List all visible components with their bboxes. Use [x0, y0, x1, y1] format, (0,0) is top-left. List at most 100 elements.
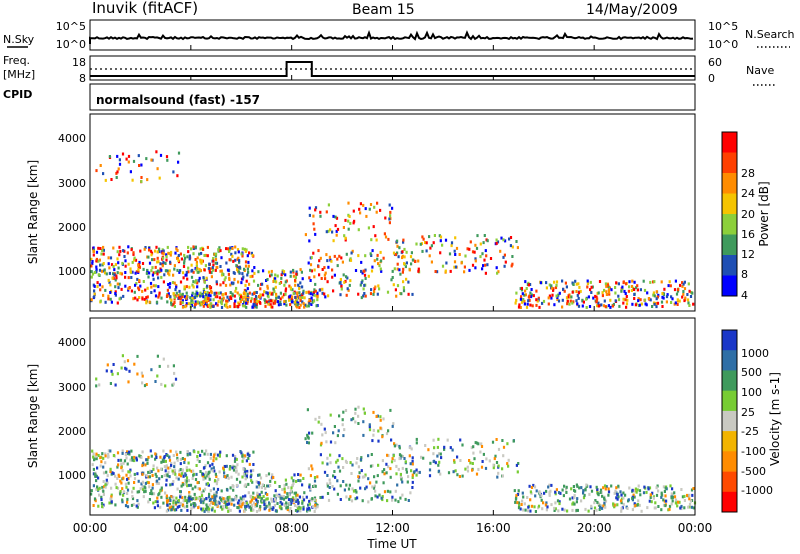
echo-cell [172, 454, 175, 457]
echo-cell [170, 301, 173, 305]
echo-cell [336, 227, 340, 231]
nsky-right-tick-bottom: 10^0 [708, 38, 738, 51]
echo-cell [272, 287, 275, 291]
echo-cell [246, 298, 249, 302]
echo-cell [363, 475, 366, 479]
velocity-cbar-tick-1000: 1000 [741, 347, 769, 360]
echo-cell [336, 492, 339, 496]
echo-cell [186, 255, 189, 259]
echo-cell [128, 450, 131, 454]
echo-cell [590, 506, 593, 510]
echo-cell [339, 281, 342, 284]
echo-cell [674, 498, 678, 502]
echo-cell [235, 457, 238, 461]
echo-cell [660, 508, 663, 512]
echo-cell [491, 440, 495, 444]
echo-cell [563, 289, 566, 293]
echo-cell [204, 264, 207, 268]
echo-cell [143, 490, 146, 494]
colorbar-swatch [722, 214, 737, 235]
echo-cell [179, 474, 183, 478]
echo-cell [676, 303, 679, 306]
echo-cell [302, 507, 305, 511]
echo-cell [453, 460, 456, 464]
echo-cell [488, 459, 491, 463]
echo-cell [237, 472, 240, 476]
echo-cell [274, 285, 277, 289]
velocity-cbar-tick-neg500: -500 [741, 465, 766, 478]
echo-cell [633, 297, 636, 300]
echo-cell [245, 289, 248, 293]
echo-cell [309, 487, 312, 491]
echo-cell [197, 450, 200, 454]
echo-cell [546, 505, 549, 509]
echo-cell [643, 288, 647, 292]
echo-cell [138, 164, 141, 167]
echo-cell [143, 485, 146, 489]
echo-cell [121, 152, 125, 156]
echo-cell [558, 502, 561, 506]
echo-cell [95, 377, 98, 381]
echo-cell [251, 269, 254, 273]
echo-cell [508, 237, 511, 241]
echo-cell [270, 292, 273, 296]
echo-cell [176, 456, 179, 460]
echo-cell [373, 287, 376, 291]
echo-cell [150, 251, 154, 255]
echo-cell [292, 479, 295, 483]
echo-cell [411, 459, 414, 463]
echo-cell [240, 281, 243, 285]
echo-cell [133, 477, 137, 481]
echo-cell [403, 457, 406, 460]
echo-cell [453, 459, 456, 463]
echo-cell [107, 449, 110, 453]
echo-cell [636, 288, 639, 292]
echo-cell [208, 285, 211, 288]
echo-cell [224, 465, 227, 468]
echo-cell [243, 267, 246, 271]
echo-cell [234, 457, 237, 461]
echo-cell [409, 255, 413, 259]
echo-cell [454, 469, 457, 473]
colorbar-swatch [722, 350, 737, 371]
echo-cell [367, 226, 370, 230]
echo-cell [571, 301, 574, 305]
echo-cell [692, 506, 695, 510]
echo-cell [114, 285, 117, 289]
echo-cell [264, 299, 267, 302]
echo-cell [472, 451, 475, 455]
echo-cell [403, 255, 406, 259]
echo-cell [283, 283, 286, 287]
echo-cell [451, 448, 454, 452]
echo-cell [183, 261, 186, 265]
echo-cell [402, 238, 405, 242]
echo-cell [235, 286, 238, 290]
echo-cell [562, 494, 565, 498]
echo-cell [213, 494, 216, 498]
echo-cell [298, 287, 301, 291]
echo-cell [214, 268, 217, 272]
echo-cell [407, 280, 410, 284]
echo-cell [240, 505, 243, 509]
echo-cell [461, 474, 464, 478]
echo-cell [261, 282, 264, 286]
echo-cell [391, 269, 394, 273]
echo-cell [356, 457, 359, 460]
echo-cell [181, 503, 185, 507]
echo-cell [483, 234, 486, 237]
echo-cell [157, 469, 160, 473]
echo-cell [116, 170, 119, 174]
echo-cell [172, 499, 175, 503]
velocity-cbar-tick-neg25: -25 [741, 425, 759, 438]
echo-cell [364, 207, 367, 211]
echo-cell [131, 260, 134, 264]
echo-cell [521, 298, 524, 302]
echo-cell [213, 492, 216, 496]
echo-cell [205, 482, 208, 486]
echo-cell [227, 298, 231, 302]
echo-cell [125, 367, 128, 371]
echo-cell [169, 253, 172, 257]
echo-cell [210, 289, 213, 293]
echo-cell [532, 483, 535, 487]
echo-cell [154, 380, 157, 383]
